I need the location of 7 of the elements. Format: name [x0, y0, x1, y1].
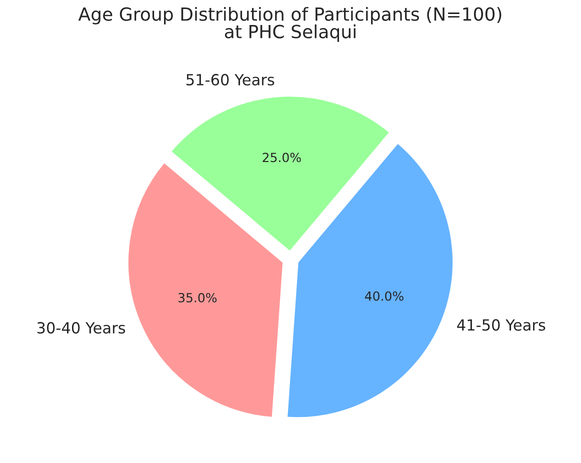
- chart-title: Age Group Distribution of Participants (N=100) at PHC Selaqui: [78, 6, 502, 42]
- data-label: 35.0%: [178, 292, 217, 302]
- slice-label: 51-60 Years: [186, 74, 274, 86]
- data-label: 40.0%: [365, 291, 404, 301]
- slice-label: 30-40 Years: [37, 322, 126, 334]
- data-label: 25.0%: [262, 152, 301, 162]
- slice-label: 41-50 Years: [457, 319, 546, 331]
